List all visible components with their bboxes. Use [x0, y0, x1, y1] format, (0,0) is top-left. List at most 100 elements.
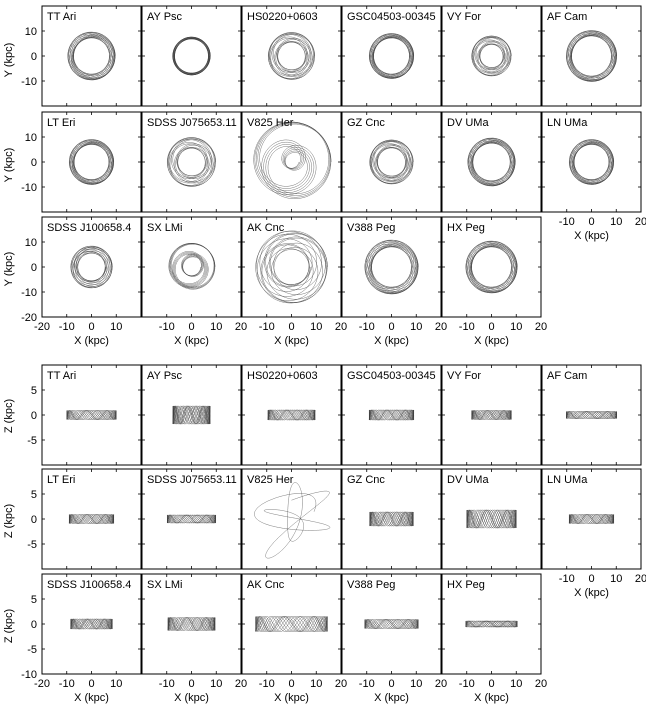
bottom-sx-lmi-x-tick-label: 10: [210, 678, 222, 690]
bottom-sx-lmi-name-label: SX LMi: [147, 579, 182, 591]
top-sx-lmi-name-label: SX LMi: [147, 222, 182, 234]
top-sdss-j075653-11-name-label: SDSS J075653.11: [147, 117, 237, 129]
bottom-sdss-j100658-4-x-tick-label: -10: [59, 678, 75, 690]
top-ln-uma-x-tick-label: -10: [559, 216, 575, 228]
bottom-vy-for-name-label: VY For: [447, 370, 481, 382]
top-hx-peg-x-tick-label: 0: [488, 321, 494, 333]
bottom-tt-ari-orbit-line: [66, 410, 117, 420]
top-ay-psc-name-label: AY Psc: [147, 11, 183, 23]
bottom-sdss-j100658-4-y-tick-label: -5: [27, 644, 37, 656]
bottom-hs0220-0603-name-label: HS0220+0603: [247, 370, 318, 382]
top-ak-cnc-x-axis-label: X (kpc): [274, 335, 309, 347]
bottom-gz-cnc-panel: GZ Cnc: [341, 468, 442, 570]
top-y-axis-label-row2: Y (kpc): [3, 148, 15, 183]
top-hs0220-0603-panel: HS0220+0603: [241, 5, 342, 107]
bottom-ak-cnc-x-tick-label: 10: [310, 678, 322, 690]
bottom-lt-eri-orbit-line: [69, 514, 114, 524]
bottom-v388-peg-x-tick-label: 10: [410, 678, 422, 690]
top-hx-peg-x-tick-label: 10: [510, 321, 522, 333]
bottom-v825-her-name-label: V825 Her: [247, 474, 294, 486]
bottom-ln-uma-x-tick-label: 10: [610, 573, 622, 585]
bottom-sdss-j100658-4-y-tick-label: -10: [21, 669, 37, 681]
bottom-sx-lmi-x-axis-label: X (kpc): [174, 692, 209, 704]
top-v388-peg-orbit-line: [364, 239, 419, 295]
bottom-v825-her-panel: V825 Her: [241, 468, 342, 570]
bottom-tt-ari-name-label: TT Ari: [47, 370, 76, 382]
top-v825-her-orbit-line: [253, 121, 332, 199]
top-lt-eri-name-label: LT Eri: [47, 117, 75, 129]
top-ak-cnc-panel: AK Cnc -10 0 10 20 X (kpc): [241, 216, 347, 347]
top-hx-peg-x-tick-label: 20: [535, 321, 547, 333]
top-v388-peg-x-tick-label: 20: [435, 321, 447, 333]
bottom-v388-peg-x-tick-label: 0: [388, 678, 394, 690]
bottom-dv-uma-panel: DV UMa: [441, 468, 542, 570]
top-ak-cnc-name-label: AK Cnc: [247, 222, 285, 234]
top-gsc04503-00345-orbit-line: [369, 33, 414, 79]
bottom-hx-peg-x-tick-label: -10: [459, 678, 475, 690]
bottom-sx-lmi-x-tick-label: 20: [235, 678, 247, 690]
bottom-v388-peg-x-tick-label: -10: [359, 678, 375, 690]
top-v388-peg-x-tick-label: -10: [359, 321, 375, 333]
top-hx-peg-panel: HX Peg -10 0 10 20 X (kpc): [441, 216, 547, 347]
top-v388-peg-panel: V388 Peg -10 0 10 20 X (kpc): [341, 216, 447, 347]
bottom-sdss-j075653-11-orbit-line: [167, 514, 217, 524]
bottom-y-axis-label-row3: Z (kpc): [3, 609, 15, 643]
bottom-sdss-j075653-11-name-label: SDSS J075653.11: [147, 474, 237, 486]
bottom-lt-eri-name-label: LT Eri: [47, 474, 75, 486]
bottom-v388-peg-orbit-line: [364, 619, 419, 629]
bottom-hx-peg-x-axis-label: X (kpc): [474, 692, 509, 704]
bottom-sdss-j075653-11-panel: SDSS J075653.11: [141, 468, 242, 570]
top-hx-peg-name-label: HX Peg: [447, 222, 485, 234]
top-ln-uma-orbit-line: [569, 139, 614, 185]
top-sx-lmi-x-tick-label: 10: [210, 321, 222, 333]
bottom-lt-eri-panel: LT Eri 5 0 -5: [27, 468, 142, 570]
bottom-sdss-j100658-4-x-tick-label: -20: [34, 678, 50, 690]
top-dv-uma-panel: DV UMa: [441, 111, 542, 213]
top-lt-eri-y-tick-label: 0: [31, 157, 37, 169]
bottom-lt-eri-y-tick-label: -5: [27, 539, 37, 551]
top-v825-her-name-label: V825 Her: [247, 117, 294, 129]
top-hx-peg-x-axis-label: X (kpc): [474, 335, 509, 347]
top-lt-eri-y-tick-label: -10: [21, 182, 37, 194]
bottom-ak-cnc-x-tick-label: -10: [259, 678, 275, 690]
top-ln-uma-x-axis-label: X (kpc): [574, 230, 609, 242]
bottom-af-cam-panel: AF Cam: [541, 364, 642, 466]
top-v825-her-panel: V825 Her: [241, 111, 342, 213]
top-tt-ari-orbit-line: [67, 31, 116, 81]
top-sx-lmi-x-tick-label: 20: [235, 321, 247, 333]
bottom-af-cam-name-label: AF Cam: [547, 370, 587, 382]
top-tt-ari-name-label: TT Ari: [47, 11, 76, 23]
top-ln-uma-x-tick-label: 10: [610, 216, 622, 228]
top-af-cam-name-label: AF Cam: [547, 11, 587, 23]
top-hx-peg-orbit-line: [465, 240, 518, 294]
bottom-hx-peg-orbit-line: [465, 620, 518, 628]
bottom-dv-uma-name-label: DV UMa: [447, 474, 489, 486]
top-y-axis-label-row3: Y (kpc): [3, 252, 15, 287]
top-sdss-j100658-4-y-tick-label: -10: [21, 287, 37, 299]
top-sdss-j075653-11-orbit-line: [167, 137, 216, 187]
top-y-axis-label-row1: Y (kpc): [3, 43, 15, 78]
bottom-ak-cnc-x-tick-label: 20: [335, 678, 347, 690]
bottom-ln-uma-orbit-line: [569, 514, 614, 524]
bottom-sdss-j100658-4-y-tick-label: 5: [31, 594, 37, 606]
top-af-cam-orbit-line: [566, 30, 617, 82]
bottom-gsc04503-00345-panel: GSC04503-00345: [341, 364, 442, 466]
bottom-ln-uma-name-label: LN UMa: [547, 474, 588, 486]
top-sdss-j100658-4-orbit-line: [70, 245, 113, 289]
bottom-lt-eri-y-tick-label: 0: [31, 514, 37, 526]
bottom-tt-ari-panel: TT Ari 5 0 -5: [27, 364, 142, 466]
top-ak-cnc-x-tick-label: 10: [310, 321, 322, 333]
bottom-gz-cnc-orbit-line: [369, 511, 414, 527]
top-tt-ari-panel: TT Ari 10 0 -10: [21, 5, 142, 107]
bottom-sdss-j100658-4-x-axis-label: X (kpc): [74, 692, 109, 704]
bottom-hx-peg-x-tick-label: 20: [535, 678, 547, 690]
bottom-vy-for-panel: VY For: [441, 364, 542, 466]
bottom-af-cam-orbit-line: [566, 411, 617, 419]
bottom-sx-lmi-panel: SX LMi -10 0 10 20 X (kpc): [141, 573, 247, 704]
top-hs0220-0603-orbit-line: [268, 32, 315, 80]
bottom-hx-peg-name-label: HX Peg: [447, 579, 485, 591]
top-dv-uma-name-label: DV UMa: [447, 117, 489, 129]
bottom-ay-psc-name-label: AY Psc: [147, 370, 183, 382]
